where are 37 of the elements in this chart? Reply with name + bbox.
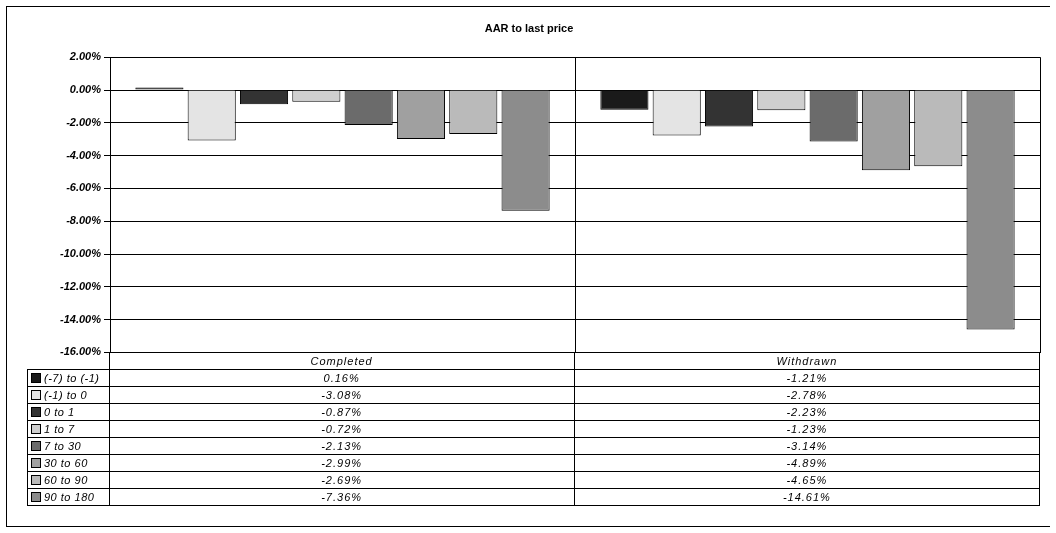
y-tick-label: -4.00% — [66, 148, 102, 161]
y-tick-label: -14.00% — [60, 312, 102, 325]
legend-label: 0 to 1 — [27, 403, 110, 421]
text: -14.61% — [782, 491, 831, 503]
y-tick-label: -8.00% — [66, 214, 102, 227]
x-tick-label: Withdrawn — [574, 352, 1040, 370]
legend-label: (-1) to 0 — [27, 386, 110, 404]
legend-label: 90 to 180 — [27, 488, 110, 506]
y-tick-label: -10.00% — [60, 247, 102, 260]
text: -0.87% — [321, 406, 363, 418]
y-tick-label: 2.00% — [68, 50, 102, 63]
text: -3.08% — [321, 389, 363, 401]
text: -2.13% — [321, 440, 363, 452]
y-tick-label: -12.00% — [60, 279, 102, 292]
text: -7.36% — [321, 491, 363, 503]
legend-label: 30 to 60 — [27, 454, 110, 472]
text: -4.89% — [786, 457, 828, 469]
y-tick-label: -2.00% — [66, 115, 102, 128]
text: -1.23% — [786, 423, 828, 435]
legend-label: 1 to 7 — [27, 420, 110, 438]
text: -1.21% — [786, 372, 828, 384]
y-tick-label: -6.00% — [66, 181, 102, 194]
x-tick-label: Completed — [109, 352, 575, 370]
text: -2.78% — [786, 389, 828, 401]
legend-label: 7 to 30 — [27, 437, 110, 455]
text: -4.65% — [786, 474, 828, 486]
y-tick-label: 0.00% — [69, 83, 102, 96]
text: -2.23% — [786, 406, 828, 418]
legend-label: 60 to 90 — [27, 471, 110, 489]
legend-label: (-7) to (-1) — [27, 369, 110, 387]
text: -2.99% — [321, 457, 363, 469]
text: 0.16% — [323, 372, 360, 384]
text: -3.14% — [786, 440, 828, 452]
y-tick-label: -16.00% — [60, 345, 102, 358]
text: -0.72% — [321, 423, 363, 435]
text: -2.69% — [321, 474, 363, 486]
chart-title: AAR to last price — [484, 21, 574, 34]
